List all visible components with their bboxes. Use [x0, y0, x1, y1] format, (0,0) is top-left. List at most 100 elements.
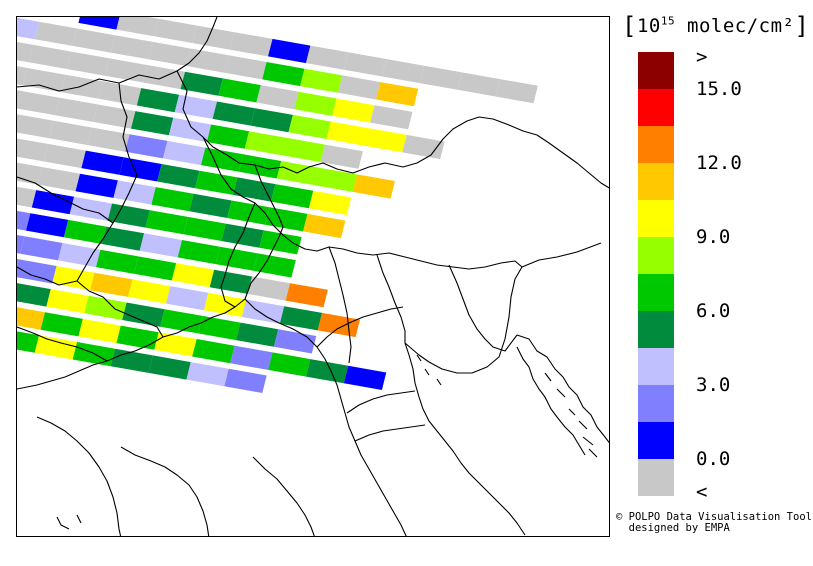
legend-swatch — [638, 200, 674, 237]
pixel-cell — [218, 78, 261, 103]
pixel-cell — [60, 74, 104, 99]
pixel-cell — [370, 105, 413, 130]
pixel-cell — [195, 170, 238, 195]
pixel-cell — [320, 144, 363, 169]
pixel-cell — [72, 342, 115, 367]
pixel-cell — [265, 207, 308, 232]
pixel-cell — [244, 131, 288, 156]
pixel-cell — [17, 331, 40, 353]
pixel-cell — [419, 65, 463, 90]
credit-line-2: designed by EMPA — [616, 522, 730, 534]
legend-tick-label: < — [696, 481, 708, 503]
pixel-cell — [104, 58, 147, 83]
pixel-cell — [81, 150, 124, 175]
pixel-cell — [17, 114, 54, 139]
pixel-cell — [23, 68, 66, 93]
pixel-cell — [49, 120, 92, 145]
legend-tick-label: 3.0 — [696, 374, 731, 396]
legend-tick-label: 0.0 — [696, 448, 731, 470]
pixel-cell — [17, 210, 31, 231]
color-legend: [1015 molec/cm²] >15.0 12.0 9.0 6.0 3.0 0.0 < — [614, 6, 813, 506]
pixel-cell — [75, 173, 118, 198]
pixel-cell — [236, 322, 279, 347]
pixel-cell — [17, 259, 57, 284]
pixel-cell — [402, 134, 445, 160]
pixel-cell — [17, 307, 45, 330]
pixel-cell — [17, 90, 22, 109]
pixel-cell — [282, 137, 325, 163]
pixel-cell — [189, 193, 232, 218]
pixel-cell — [317, 312, 360, 338]
pixel-cell — [58, 243, 101, 268]
pixel-cell — [17, 42, 34, 63]
pixel-cell — [154, 332, 197, 357]
pixel-cell — [247, 276, 290, 301]
pixel-cell — [186, 362, 229, 387]
pixel-cell — [457, 72, 500, 97]
pixel-cell — [17, 283, 51, 307]
pixel-cell — [168, 117, 212, 142]
pixel-cell — [224, 368, 267, 393]
pixel-cell — [154, 18, 197, 43]
pixel-cell — [253, 253, 296, 278]
pixel-cell — [259, 230, 302, 255]
pixel-cell — [93, 104, 136, 129]
pixel-cell — [26, 213, 69, 238]
legend-swatch — [638, 274, 674, 311]
pixel-cell — [84, 295, 127, 320]
pixel-cell — [136, 88, 180, 113]
legend-tick-label: 6.0 — [696, 300, 731, 322]
pixel-cell — [201, 147, 244, 172]
legend-swatch — [638, 126, 674, 163]
pixel-cell — [37, 167, 80, 192]
pixel-cell — [198, 315, 241, 341]
legend-swatch — [638, 459, 674, 496]
pixel-cell — [177, 240, 220, 265]
pixel-cell — [343, 365, 387, 390]
pixel-cell — [262, 62, 305, 87]
pixel-cell — [31, 190, 75, 215]
pixel-cell — [148, 355, 191, 380]
pixel-cell — [171, 263, 215, 288]
pixel-cell — [125, 134, 168, 159]
pixel-cell — [43, 143, 86, 169]
pixel-cell — [46, 289, 89, 314]
pixel-cell — [224, 55, 267, 80]
pixel-cell — [332, 98, 375, 123]
pixel-cell — [364, 128, 407, 153]
pixel-cell — [131, 111, 174, 136]
pixel-cell — [303, 213, 346, 239]
unit-text: molec/cm² — [675, 15, 795, 37]
pixel-cell — [268, 352, 311, 377]
pixel-cell — [300, 68, 343, 93]
map-panel[interactable] — [16, 16, 610, 537]
pixel-cell — [122, 302, 165, 327]
legend-tick-label: 9.0 — [696, 226, 731, 248]
legend-swatch — [638, 311, 674, 348]
credit-line-1: © POLPO Data Visualisation Tool — [616, 511, 812, 523]
legend-swatch — [638, 385, 674, 422]
pixel-cell — [180, 71, 223, 96]
pixel-cell — [250, 108, 293, 133]
pixel-cell — [343, 52, 387, 77]
pixel-cell — [212, 101, 255, 126]
legend-unit-label: [1015 molec/cm²] — [622, 12, 810, 40]
pixel-cell — [306, 45, 349, 70]
credit-text: © POLPO Data Visualisation Tool designed… — [616, 512, 812, 534]
pixel-cell — [241, 299, 285, 324]
pixel-cell — [206, 124, 250, 149]
legend-swatch — [638, 163, 674, 200]
pixel-cell — [495, 79, 538, 104]
pixel-cell — [203, 292, 247, 317]
pixel-cell — [34, 21, 77, 46]
pixel-cell — [78, 17, 120, 30]
pixel-cell — [17, 66, 28, 86]
pixel-cell — [116, 17, 159, 37]
pixel-cell — [271, 184, 314, 209]
pixel-cell — [28, 44, 72, 69]
pixel-cell — [66, 51, 110, 76]
pixel-cell — [17, 17, 40, 40]
pixel-cell — [34, 335, 78, 360]
pixel-cell — [17, 91, 60, 116]
pixel-cell — [183, 216, 226, 241]
